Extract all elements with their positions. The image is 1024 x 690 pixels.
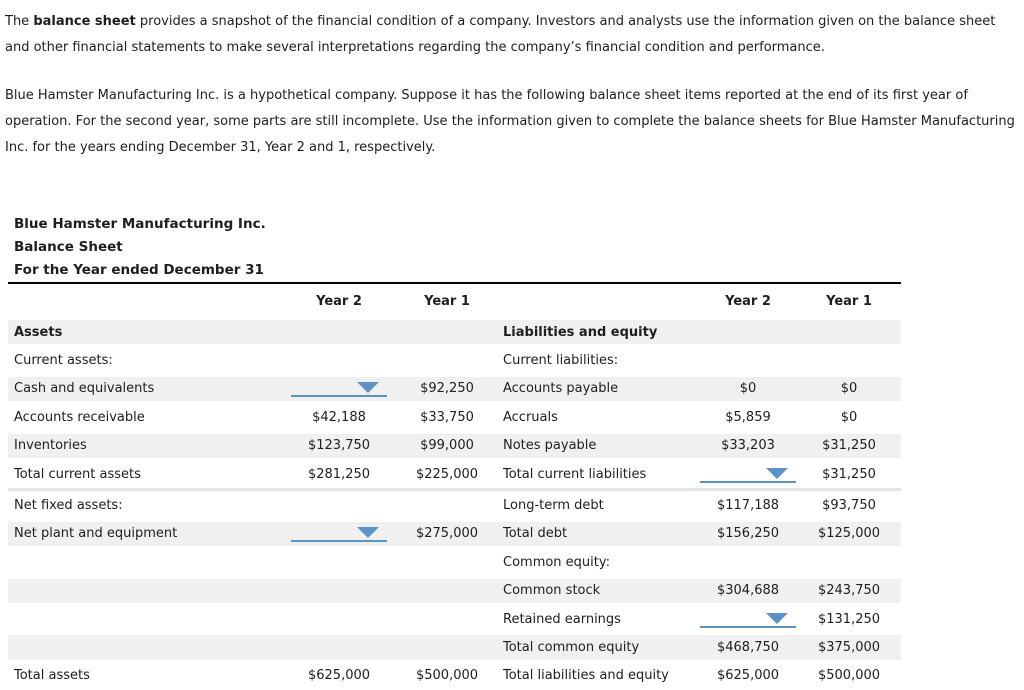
left-year1-value: $225,000 — [415, 466, 479, 482]
right-year2-value: $0 — [739, 381, 757, 397]
right-row-label: Notes payable — [503, 438, 597, 454]
right-row-label: Total current liabilities — [503, 466, 647, 482]
left-year1-value: $92,250 — [420, 381, 474, 397]
table-row: Net plant and equipment $275,000 Total deb… — [8, 519, 901, 549]
right-row-label: Current liabilities: — [503, 353, 619, 369]
right-year1-value: $93,750 — [822, 498, 876, 514]
retained-earnings-year2-select[interactable] — [700, 611, 796, 628]
right-year2-value: $468,750 — [716, 639, 780, 655]
right-row-label: Total liabilities and equity — [503, 668, 669, 684]
right-row-label: Liabilities and equity — [503, 324, 658, 340]
left-year2-value — [287, 525, 391, 543]
column-header-row: Year 2 Year 1 Year 2 Year 1 — [8, 284, 901, 318]
intro-p1-bold-term: balance sheet — [33, 14, 136, 29]
intro-p2-line3: Inc. for the years ending December 31, Y… — [5, 140, 436, 155]
right-year1-value: $0 — [840, 409, 858, 425]
table-row: Cash and equivalents $92,250 Accounts paya… — [8, 374, 901, 404]
right-row-label: Total debt — [503, 526, 568, 542]
intro-p1-pre: The — [5, 14, 34, 29]
left-year1-value: $500,000 — [415, 668, 479, 684]
right-year1-header: Year 1 — [826, 293, 872, 309]
right-year1-value: $375,000 — [817, 639, 881, 655]
table-row: Accounts receivable $42,188 $33,750 Accrual… — [8, 403, 901, 431]
table-row: Common stock $304,688 $243,750 — [8, 576, 901, 605]
intro-p2-line2: operation. For the second year, some par… — [5, 114, 1015, 129]
table-row: Total assets $625,000 $500,000 Total liabil… — [8, 662, 901, 690]
right-year1-value: $31,250 — [822, 438, 876, 454]
table-row: Inventories $123,750 $99,000 Notes payable $… — [8, 431, 901, 460]
statement-period: For the Year ended December 31 — [14, 262, 264, 278]
right-year2-value: $33,203 — [721, 438, 775, 454]
right-year1-value: $131,250 — [817, 611, 881, 627]
table-row: Common equity: — [8, 548, 901, 576]
table-body: Assets Liabilities and equity Current asse… — [8, 318, 901, 690]
intro-text: The balance sheet provides a snapshot of… — [0, 0, 1024, 161]
right-row-label: Accruals — [503, 409, 558, 425]
right-year2-value — [699, 611, 797, 628]
net-plant-and-equipment-year2-select[interactable] — [291, 525, 387, 543]
balance-sheet-table: Year 2 Year 1 Year 2 Year 1 Assets Liabil… — [8, 282, 901, 690]
left-row-label: Cash and equivalents — [14, 381, 155, 397]
left-year1-value: $33,750 — [420, 409, 474, 425]
right-year1-value: $31,250 — [822, 466, 876, 482]
table-row: Total common equity $468,750 $375,000 — [8, 633, 901, 662]
intro-p1-line1: The balance sheet provides a snapshot of… — [5, 9, 1024, 35]
right-year2-header: Year 2 — [725, 293, 771, 309]
balance-sheet: Blue Hamster Manufacturing Inc. Balance … — [8, 213, 901, 690]
right-year2-value — [699, 466, 797, 483]
left-year2-value: $625,000 — [307, 668, 371, 684]
right-year2-value: $117,188 — [716, 498, 780, 514]
right-row-label: Retained earnings — [503, 611, 621, 627]
right-year2-value: $5,859 — [725, 409, 771, 425]
left-year2-value: $281,250 — [307, 466, 371, 482]
right-year1-value: $243,750 — [817, 583, 881, 599]
right-row-label: Long-term debt — [503, 498, 604, 514]
table-row: Retained earnings $131,250 — [8, 605, 901, 633]
left-year2-value — [287, 380, 391, 398]
left-row-label: Total current assets — [14, 466, 141, 482]
right-row-label: Total common equity — [503, 639, 640, 655]
left-row-label: Net fixed assets: — [14, 498, 123, 514]
right-row-label: Accounts payable — [503, 381, 619, 397]
table-row: Net fixed assets: Long-term debt $117,188 $… — [8, 491, 901, 519]
left-row-label: Total assets — [14, 668, 90, 684]
left-row-label: Accounts receivable — [14, 409, 145, 425]
left-row-label: Assets — [14, 324, 63, 340]
intro-p1-post: provides a snapshot of the financial con… — [135, 14, 996, 29]
left-year2-header: Year 2 — [316, 293, 362, 309]
intro-p2-line1: Blue Hamster Manufacturing Inc. is a hyp… — [5, 88, 968, 103]
total-current-liabilities-year2-select[interactable] — [700, 466, 796, 483]
company-name: Blue Hamster Manufacturing Inc. — [14, 216, 266, 232]
left-year2-value: $123,750 — [307, 438, 371, 454]
right-year1-value: $500,000 — [817, 668, 881, 684]
left-year1-value: $99,000 — [420, 438, 474, 454]
statement-title: Balance Sheet — [14, 239, 123, 255]
right-year2-value: $156,250 — [716, 526, 780, 542]
table-row: Current assets: Current liabilities: — [8, 346, 901, 374]
cash-and-equivalents-year2-select[interactable] — [291, 380, 387, 398]
table-row: Total current assets $281,250 $225,000 Tota… — [8, 460, 901, 488]
statement-heading: Blue Hamster Manufacturing Inc. Balance … — [8, 213, 901, 282]
left-row-label: Net plant and equipment — [14, 526, 178, 542]
left-row-label: Current assets: — [14, 353, 113, 369]
left-row-label: Inventories — [14, 438, 87, 454]
right-row-label: Common equity: — [503, 554, 611, 570]
intro-p1-line2: and other financial statements to make s… — [5, 40, 825, 55]
left-year1-value: $275,000 — [415, 526, 479, 542]
section-divider — [8, 488, 901, 492]
left-year1-header: Year 1 — [424, 293, 470, 309]
right-year1-value: $0 — [840, 381, 858, 397]
right-year2-value: $304,688 — [716, 583, 780, 599]
right-year1-value: $125,000 — [817, 526, 881, 542]
table-row: Assets Liabilities and equity — [8, 318, 901, 347]
right-row-label: Common stock — [503, 583, 601, 599]
left-year2-value: $42,188 — [312, 409, 366, 425]
right-year2-value: $625,000 — [716, 668, 780, 684]
